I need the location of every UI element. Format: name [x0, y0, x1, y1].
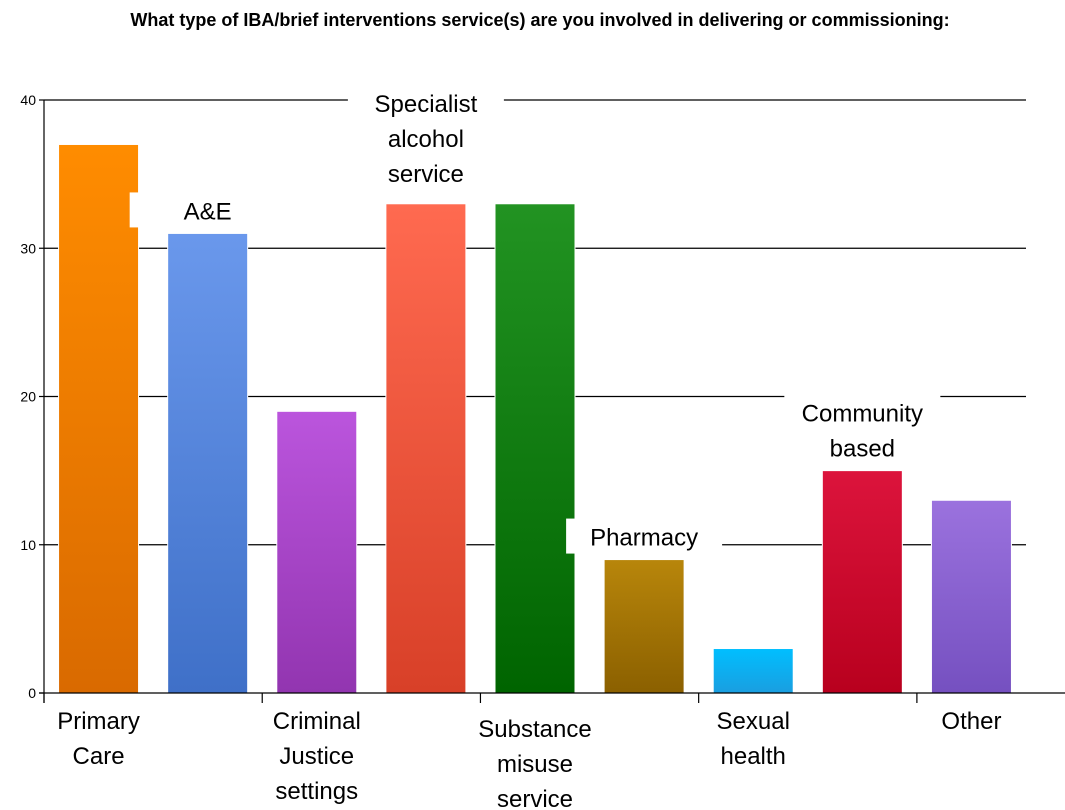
- category-label-primary-care: Primary Care: [57, 708, 140, 770]
- category-label-other: Other: [941, 708, 1001, 735]
- bar-substance-misuse-service: [494, 203, 576, 694]
- y-tick-label-0: 0: [28, 685, 36, 701]
- bar-sexual-health: [712, 648, 794, 694]
- bar-community-based: [821, 470, 903, 694]
- category-labels: Primary Care A&E Criminal Justice settings Spe…: [57, 85, 1001, 810]
- category-label-community-based: Community based: [802, 401, 923, 463]
- bar-aande: [167, 232, 249, 694]
- category-label-specialist-alcohol-service: Specialist alcohol service: [375, 91, 478, 188]
- bar-pharmacy: [603, 559, 685, 694]
- axes: [39, 99, 1065, 703]
- category-label-pharmacy: Pharmacy: [590, 525, 698, 552]
- label-backdrop: [347, 85, 504, 190]
- y-tick-labels: 0 10 20 30 40: [20, 92, 36, 701]
- y-tick-label-30: 30: [20, 240, 36, 256]
- label-backdrop: [566, 518, 723, 554]
- bar-other: [930, 499, 1012, 694]
- chart-title: What type of IBA/brief interventions ser…: [130, 10, 950, 30]
- label-backdrop: [129, 192, 286, 228]
- category-label-sexual-health: Sexual health: [717, 708, 790, 770]
- bar-criminal-justice-settings: [276, 410, 358, 694]
- bar-specialist-alcohol-service: [385, 203, 467, 694]
- y-tick-label-10: 10: [20, 537, 36, 553]
- bar-primary-care: [58, 143, 140, 694]
- y-tick-label-40: 40: [20, 92, 36, 108]
- category-label-aande: A&E: [184, 198, 232, 225]
- label-backdrop: [784, 394, 941, 465]
- category-label-substance-misuse-service: Substance misuse service: [478, 716, 591, 810]
- y-tick-label-20: 20: [20, 389, 36, 405]
- category-label-criminal-justice-settings: Criminal Justice settings: [273, 708, 361, 805]
